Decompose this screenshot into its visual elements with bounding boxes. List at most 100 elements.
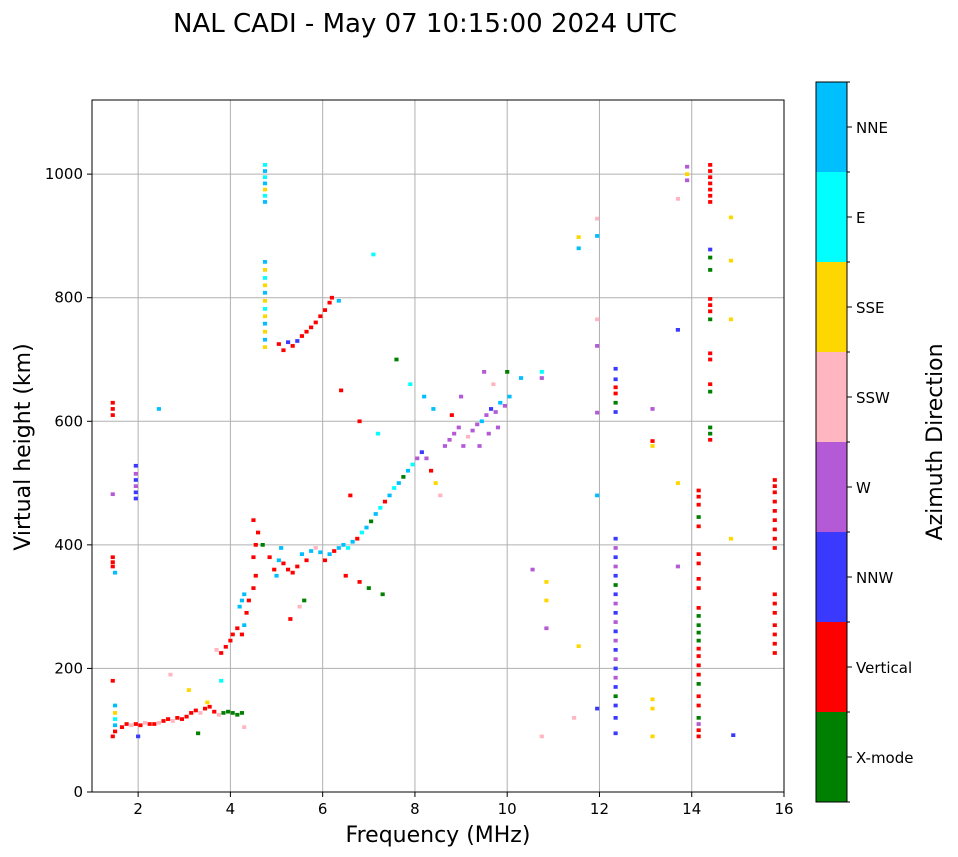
data-point [152,722,157,726]
x-tick-label: 8 [410,800,420,818]
data-point [161,719,166,723]
data-point [429,468,434,473]
data-point [343,573,348,578]
data-point [507,394,512,399]
x-tick-label: 12 [590,800,609,818]
data-point [262,268,268,272]
data-point [112,723,118,728]
data-point [613,731,618,736]
data-point [184,714,189,719]
data-point [138,723,143,728]
data-point [318,550,323,555]
data-point [281,561,286,566]
data-point [242,725,247,729]
data-point [696,716,701,720]
data-point [262,276,268,280]
data-point [613,601,618,606]
data-point [387,493,392,498]
data-point [332,549,337,553]
data-point [239,711,245,715]
data-point [576,644,581,649]
data-point [267,555,272,560]
data-point [336,546,341,550]
y-axis-ticks: 0 200 400 600 800 1000 [45,165,92,801]
data-point [304,329,309,334]
data-point [302,598,307,603]
data-point [613,694,618,699]
data-point [696,646,701,651]
data-point [251,555,256,560]
data-point [650,439,655,443]
data-point [166,717,171,721]
data-point [341,543,346,547]
data-point [696,682,701,686]
data-point [650,444,655,448]
colorbar-swatch [816,262,847,352]
data-point [244,610,249,615]
x-tick-label: 16 [774,800,793,818]
data-point [219,651,224,655]
data-point [475,422,480,427]
data-point [262,337,268,342]
data-point [110,492,115,497]
data-point [613,610,618,615]
data-point [119,725,125,729]
data-point [696,606,701,610]
data-point [772,641,777,646]
data-point [708,317,713,322]
data-point [576,246,581,251]
data-point [110,564,115,569]
grid-lines [92,100,785,793]
colorbar-tick-label: W [856,479,871,497]
y-tick-label: 600 [54,412,83,430]
data-point [405,468,411,473]
colorbar-label: Azimuth Direction [923,343,948,540]
data-point [235,712,240,717]
data-point [613,385,618,390]
data-point [304,558,309,563]
colorbar: X-mode Vertical NNW W SSW SSE E NNE [815,81,913,803]
data-point [339,388,344,393]
data-point [110,413,115,417]
data-point [422,394,427,399]
data-point [223,644,228,649]
data-point [772,592,777,597]
data-point [447,437,452,442]
data-point [313,320,318,325]
data-point [449,413,454,417]
data-point [708,382,713,387]
data-point [392,486,397,490]
data-point [438,493,443,498]
data-point [650,407,655,411]
plot-background [92,100,784,792]
data-point [133,471,138,476]
data-point [518,376,524,380]
data-point [772,484,777,489]
data-point [357,419,362,424]
data-point [272,567,277,572]
data-point [465,434,471,439]
data-point [708,268,713,272]
data-point [380,592,385,597]
data-point [193,708,198,713]
data-point [336,298,341,303]
data-point [488,407,494,411]
data-point [696,630,701,635]
colorbar-tick-label: Vertical [856,659,912,677]
data-point [708,389,713,394]
data-point [696,672,701,677]
data-point [708,200,713,204]
data-point [112,570,118,575]
data-point [133,478,138,482]
data-point [696,728,701,733]
y-tick-label: 0 [73,783,83,801]
colorbar-tick-label: NNW [856,569,893,587]
data-point [696,552,701,556]
data-point [708,303,713,307]
data-point [696,524,701,529]
data-point [544,626,549,631]
data-point [375,431,381,436]
data-point [431,407,436,411]
data-point [772,546,777,550]
